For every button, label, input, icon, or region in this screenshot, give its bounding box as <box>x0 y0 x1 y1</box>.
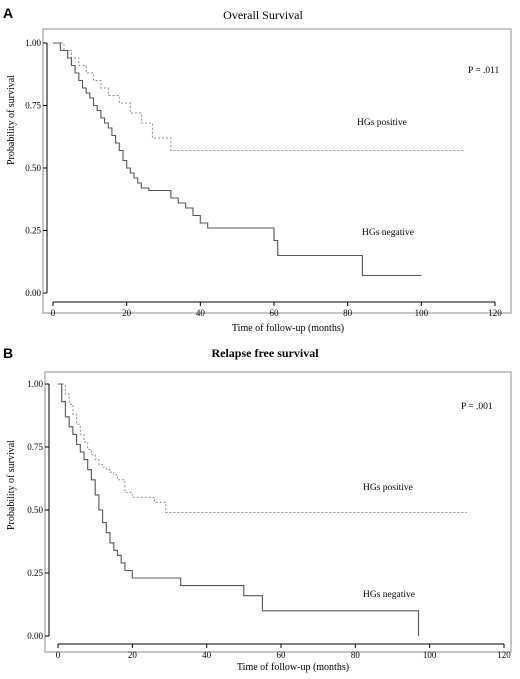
panel-b-curve-hgs-negative <box>58 383 420 636</box>
panel-b-plot-frame <box>44 371 512 653</box>
panel-b-letter: B <box>3 345 13 361</box>
panel-b-p-value: P = .001 <box>461 402 493 412</box>
panel-a-y-tick-label: 0.00 <box>25 288 41 298</box>
panel-b-curves <box>58 383 467 636</box>
panel-a-y-tick-label: 1.00 <box>25 38 41 48</box>
panel-a-x-tick-label: 120 <box>488 308 502 318</box>
panel-b-x-tick-label: 120 <box>497 650 511 660</box>
panel-a-label-hgs-negative: HGs negative <box>362 228 414 238</box>
panel-a-overall-survival: A Overall Survival Probability of surviv… <box>3 5 512 334</box>
panel-a-x-tick-label: 20 <box>122 308 132 318</box>
panel-b-y-tick-label: 1.00 <box>27 379 43 389</box>
panel-a-letter: A <box>3 5 13 21</box>
panel-a-x-tick-label: 0 <box>51 308 56 318</box>
panel-a-label-hgs-positive: HGs positive <box>357 118 407 128</box>
panel-a-y-tick-label: 0.75 <box>25 101 41 111</box>
panel-a-curve-hgs-positive <box>53 42 466 151</box>
panel-b-x-tick-label: 60 <box>277 650 287 660</box>
panel-b-label-hgs-positive: HGs positive <box>363 483 413 493</box>
panel-b-x-axis-label: Time of follow-up (months) <box>237 662 349 673</box>
panel-b-label-hgs-negative: HGs negative <box>363 590 415 600</box>
panel-b-x-tick-label: 0 <box>56 650 61 660</box>
panel-b-x-tick-label: 20 <box>128 650 138 660</box>
panel-b-curve-hgs-positive <box>58 383 467 513</box>
panel-a-p-value: P = .011 <box>468 66 500 76</box>
panel-b-relapse-free-survival: B Relapse free survival Probability of s… <box>3 345 512 673</box>
panel-b-x-tick-label: 100 <box>423 650 437 660</box>
panel-a-y-axis-label: Probability of survival <box>6 75 17 165</box>
panel-a-x-tick-label: 40 <box>196 308 206 318</box>
panel-a-title: Overall Survival <box>223 8 303 22</box>
panel-a-x-tick-label: 60 <box>270 308 280 318</box>
panel-a-y-tick-label: 0.50 <box>25 163 41 173</box>
panel-b-y-axis-label: Probability of survival <box>6 440 17 530</box>
panel-a-y-tick-label: 0.25 <box>25 226 41 236</box>
panel-a-plot-frame <box>42 28 512 314</box>
panel-b-y-tick-label: 0.50 <box>27 505 43 515</box>
panel-b-x-tick-label: 80 <box>351 650 361 660</box>
panel-b-title: Relapse free survival <box>211 346 319 360</box>
panel-a-x-axis-label: Time of follow-up (months) <box>232 323 344 334</box>
panel-b-y-tick-label: 0.00 <box>27 631 43 641</box>
panel-a-curves <box>53 42 466 277</box>
panel-a-axes: 0 20 40 60 80 100 120 0.00 0.25 0.50 0.75 1.00 <box>25 38 502 318</box>
panel-b-axes: 0 20 40 60 80 100 120 0.00 0.25 0.50 0.75 1.00 <box>27 379 511 660</box>
panel-b-y-tick-label: 0.75 <box>27 442 43 452</box>
panel-b-x-tick-label: 40 <box>202 650 212 660</box>
panel-a-x-tick-label: 100 <box>415 308 429 318</box>
panel-a-curve-hgs-negative <box>53 42 422 277</box>
panel-a-x-tick-label: 80 <box>343 308 353 318</box>
panel-b-y-tick-label: 0.25 <box>27 568 43 578</box>
